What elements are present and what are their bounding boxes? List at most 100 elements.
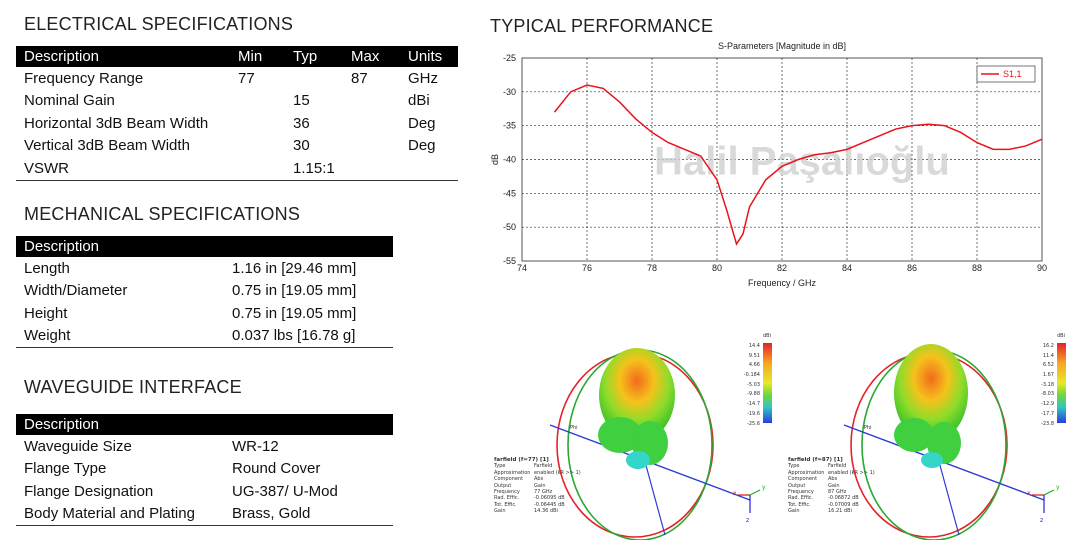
farfield-value: enabled (kR >> 1) <box>534 469 581 476</box>
color-scale-bar <box>763 343 772 423</box>
table-cell: 1.16 in [29.46 mm] <box>232 259 357 277</box>
table-cell: Vertical 3dB Beam Width <box>24 137 190 155</box>
farfield-key: Output <box>788 482 806 489</box>
table-cell <box>343 112 400 135</box>
table-cell: GHz <box>408 69 438 87</box>
farfield-value: -0.06445 dB <box>534 501 565 508</box>
table-cell: 30 <box>293 137 310 155</box>
table-cell: 15 <box>293 92 310 110</box>
x-tick-label: 82 <box>777 263 787 273</box>
table-row: Flange Type Round Cover <box>16 458 393 481</box>
farfield-key: Tot. Effic. <box>788 501 811 508</box>
x-tick-label: 84 <box>842 263 852 273</box>
table-cell: Flange Designation <box>24 482 154 500</box>
color-scale-bar <box>1057 343 1066 423</box>
table-cell <box>343 90 400 113</box>
table-cell <box>285 67 343 90</box>
farfield-key: Gain <box>788 508 800 515</box>
y-tick-label: -40 <box>503 155 516 165</box>
farfield-row: Output Gain <box>494 483 581 489</box>
table-row: Waveguide Size WR-12 <box>16 435 393 458</box>
axis-z-label: z <box>746 517 749 524</box>
table-cell: dBi <box>408 92 430 110</box>
column-header: Units <box>400 46 458 67</box>
table-cell <box>230 157 285 181</box>
farfield-value: Abs <box>828 476 838 483</box>
x-tick-label: 88 <box>972 263 982 273</box>
axis-y-label: y <box>762 484 766 491</box>
table-cell: UG-387/ U-Mod <box>232 482 338 500</box>
main-lobe <box>894 344 968 442</box>
phi-label: Phi <box>864 425 872 431</box>
farfield-key: Frequency <box>494 489 520 496</box>
table-cell: 0.75 in [19.05 mm] <box>232 304 357 322</box>
table-cell <box>230 90 285 113</box>
scale-value: -23.8 <box>1041 420 1054 427</box>
scale-value: 6.52 <box>1042 362 1054 369</box>
y-tick-label: -25 <box>503 53 516 63</box>
scale-value: -19.6 <box>747 410 760 417</box>
table-row: Height 0.75 in [19.05 mm] <box>16 302 393 325</box>
x-axis-label: Frequency / GHz <box>748 278 817 288</box>
x-tick-label: 90 <box>1037 263 1047 273</box>
back-lobe <box>921 452 943 468</box>
farfield-pattern-77: dBi Phi x y z 14.4 9.51 4.66 -0.184 -5.03 -9.… <box>490 325 780 541</box>
table-cell <box>343 135 400 158</box>
farfield-value: -0.06872 dB <box>828 495 859 502</box>
electrical-table: Description Min Typ Max Units Frequency Rang… <box>16 46 458 181</box>
table-row: Flange Designation UG-387/ U-Mod <box>16 480 393 503</box>
scale-value: -5.03 <box>747 381 760 388</box>
scale-value: 11.4 <box>1042 352 1054 359</box>
table-cell: Length <box>24 259 70 277</box>
table-cell <box>230 135 285 158</box>
axis-z-label: z <box>1040 517 1043 524</box>
table-cell <box>400 157 458 181</box>
mechanical-table: Description Length 1.16 in [29.46 mm] Widt… <box>16 236 393 348</box>
table-cell: VSWR <box>16 157 230 181</box>
scale-value: -8.03 <box>1041 391 1054 398</box>
table-cell: Deg <box>408 114 436 132</box>
scale-value: 14.4 <box>748 343 760 349</box>
table-cell: 1.15:1 <box>285 157 343 181</box>
farfield-value: Gain <box>534 482 546 489</box>
scale-value: -12.9 <box>1041 401 1054 408</box>
farfield-row: Gain 14.36 dBi <box>494 508 581 514</box>
farfield-row: Frequency 77 GHz <box>494 489 581 495</box>
axis-x-label: x <box>1027 490 1031 497</box>
farfield-row: Type Farfield <box>788 463 875 469</box>
farfield-value: 77 GHz <box>534 489 553 496</box>
farfield-key: Type <box>788 463 800 470</box>
x-tick-label: 86 <box>907 263 917 273</box>
y-tick-label: -50 <box>503 222 516 232</box>
farfield-value: Abs <box>534 476 544 483</box>
table-cell: Nominal Gain <box>24 92 115 110</box>
y-tick-label: -30 <box>503 87 516 97</box>
axis-y-arrow <box>1043 489 1055 496</box>
x-tick-label: 78 <box>647 263 657 273</box>
farfield-title: farfield (f=77) [1] <box>494 457 549 463</box>
farfield-info-87: farfield (f=87) [1] Type Farfield Approxima… <box>788 457 875 515</box>
table-cell: WR-12 <box>232 437 279 455</box>
axis-y-arrow <box>749 489 761 496</box>
column-header: Typ <box>285 46 343 67</box>
y-tick-label: -45 <box>503 188 516 198</box>
table-row: Horizontal 3dB Beam Width 36 Deg <box>16 112 458 135</box>
farfield-row: Frequency 87 GHz <box>788 489 875 495</box>
table-row: Weight 0.037 lbs [16.78 g] <box>16 324 393 348</box>
farfield-key: Component <box>494 476 524 483</box>
waveguide-title: WAVEGUIDE INTERFACE <box>24 377 242 397</box>
table-cell: Height <box>24 304 68 322</box>
scale-value: -25.6 <box>747 420 760 427</box>
y-tick-label: -55 <box>503 256 516 266</box>
farfield-key: Rad. Effic. <box>494 495 520 502</box>
farfield-key: Approximation <box>788 469 825 476</box>
color-scale-values: 14.4 9.51 4.66 -0.184 -5.03 -9.88 -14.7 -19.6 -2… <box>736 343 760 430</box>
farfield-key: Gain <box>494 508 506 515</box>
mechanical-header: Description <box>16 236 393 257</box>
table-row: Body Material and Plating Brass, Gold <box>16 502 393 526</box>
farfield-row: Approximation enabled (kR >> 1) <box>788 470 875 476</box>
column-header: Max <box>343 46 400 67</box>
farfield-row: Tot. Effic. -0.06445 dB <box>494 502 581 508</box>
scale-value: -3.18 <box>1041 381 1054 388</box>
farfield-value: -0.07009 dB <box>828 501 859 508</box>
